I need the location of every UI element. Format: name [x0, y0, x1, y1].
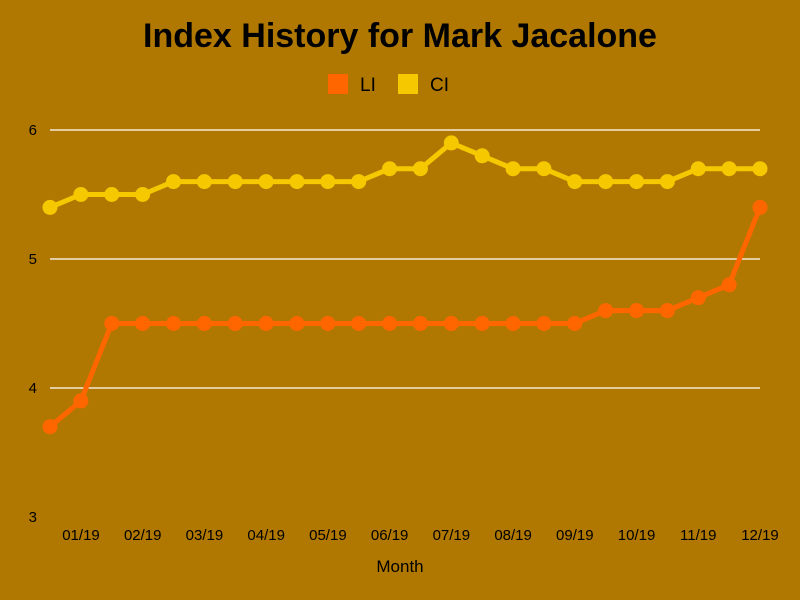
y-tick-label: 5 [29, 251, 37, 268]
x-tick-label: 12/19 [741, 527, 779, 544]
data-point-ci [351, 174, 367, 190]
x-tick-label: 08/19 [494, 527, 532, 544]
data-point-ci [721, 161, 737, 177]
data-point-li [474, 316, 490, 331]
data-point-li [505, 316, 521, 331]
data-point-ci [536, 161, 552, 177]
data-point-li [135, 316, 151, 331]
data-point-li [721, 277, 737, 293]
data-point-ci [598, 174, 614, 190]
x-tick-label: 07/19 [433, 527, 471, 544]
x-tick-label: 01/19 [62, 527, 100, 544]
x-axis-label: Month [376, 557, 423, 576]
data-point-ci [474, 148, 490, 164]
legend-swatch-ci [398, 74, 418, 94]
data-point-li [443, 316, 459, 331]
x-tick-label: 02/19 [124, 527, 162, 544]
x-tick-label: 03/19 [186, 527, 224, 544]
legend-label-ci: CI [430, 75, 449, 96]
y-tick-label: 6 [29, 122, 37, 139]
data-point-ci [382, 161, 398, 177]
x-tick-label: 09/19 [556, 527, 594, 544]
data-point-ci [320, 174, 336, 190]
data-point-ci [42, 199, 58, 215]
series-line-ci [47, 140, 763, 210]
data-point-li [320, 316, 336, 331]
y-tick-label: 4 [29, 380, 37, 397]
chart-title: Index History for Mark Jacalone [143, 17, 657, 55]
x-tick-label: 04/19 [247, 527, 285, 544]
data-point-ci [690, 161, 706, 177]
legend: LI CI [328, 74, 449, 96]
data-point-ci [412, 161, 428, 177]
data-point-li [536, 316, 552, 331]
data-point-ci [567, 174, 583, 190]
series-ci [42, 135, 768, 215]
data-point-li [196, 316, 212, 331]
data-point-li [567, 316, 583, 331]
x-tick-label: 06/19 [371, 527, 409, 544]
data-point-ci [73, 187, 89, 202]
data-point-li [227, 316, 243, 331]
data-point-li [659, 303, 675, 319]
legend-swatch-li [328, 74, 348, 94]
data-point-ci [258, 174, 274, 190]
x-axis-ticks: 01/19 02/19 03/19 04/19 05/19 06/19 07/19 08/19… [62, 527, 779, 544]
data-point-ci [659, 174, 675, 190]
series-line-li [47, 204, 763, 430]
data-point-li [752, 199, 768, 215]
x-tick-label: 11/19 [680, 527, 716, 544]
data-point-li [289, 316, 305, 331]
data-point-ci [752, 161, 768, 177]
data-point-li [73, 393, 89, 409]
data-point-li [690, 290, 706, 306]
data-point-li [258, 316, 274, 331]
data-point-li [351, 316, 367, 331]
data-point-li [629, 303, 645, 319]
x-tick-label: 10/19 [618, 527, 656, 544]
data-point-li [412, 316, 428, 331]
data-point-li [598, 303, 614, 319]
data-point-ci [443, 135, 459, 151]
data-point-li [382, 316, 398, 331]
data-point-ci [196, 174, 212, 190]
data-point-ci [505, 161, 521, 177]
data-point-li [104, 316, 120, 331]
data-point-ci [135, 187, 151, 202]
data-point-ci [165, 174, 181, 190]
series-layer [42, 135, 768, 435]
data-point-ci [104, 187, 120, 202]
y-axis-ticks: 3 4 5 6 [29, 122, 37, 526]
data-point-li [42, 419, 58, 435]
series-li [42, 199, 768, 435]
x-tick-label: 05/19 [309, 527, 347, 544]
gridlines [50, 129, 760, 389]
data-point-ci [227, 174, 243, 190]
data-point-li [165, 316, 181, 331]
data-point-ci [289, 174, 305, 190]
legend-label-li: LI [360, 75, 376, 96]
y-tick-label: 3 [29, 509, 37, 526]
data-point-ci [629, 174, 645, 190]
